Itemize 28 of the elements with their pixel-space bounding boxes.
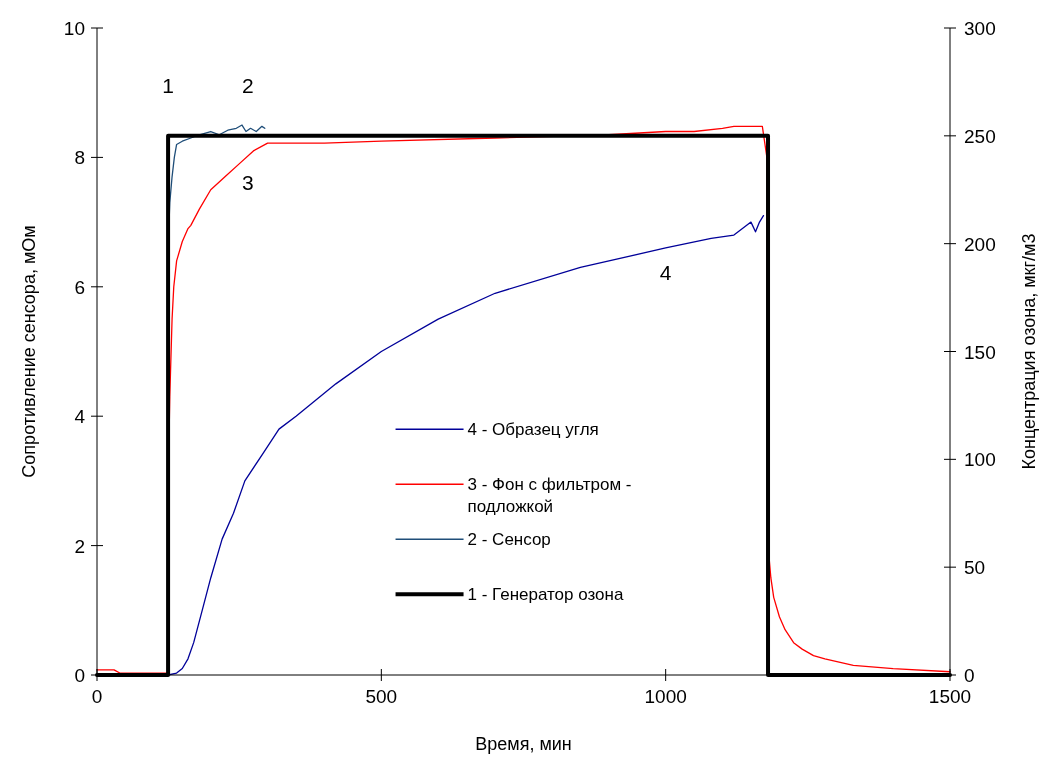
x-axis-title: Время, мин — [475, 734, 572, 754]
y2-tick-label: 100 — [964, 449, 996, 471]
y-tick-label: 0 — [74, 665, 85, 686]
x-tick-label: 500 — [365, 686, 398, 707]
y2-axis-title: Концентрация озона, мкг/м3 — [1019, 233, 1039, 470]
y2-tick-label: 50 — [964, 557, 986, 579]
y2-tick-label: 150 — [964, 341, 996, 363]
annotation: 4 — [659, 261, 672, 285]
annotation: 1 — [162, 73, 174, 97]
legend-label: 1 - Генератор озона — [467, 585, 624, 605]
annotation: 2 — [241, 73, 254, 97]
y-tick-label: 10 — [63, 18, 85, 39]
y-tick-label: 4 — [74, 406, 86, 428]
legend-label: 4 - Образец угля — [467, 420, 599, 440]
y2-tick-label: 250 — [964, 125, 996, 147]
y-tick-label: 6 — [74, 276, 85, 298]
annotation: 3 — [241, 170, 254, 194]
x-tick-label: 1000 — [644, 686, 687, 707]
x-tick-label: 0 — [91, 686, 103, 707]
y2-tick-label: 200 — [964, 233, 996, 255]
x-tick-label: 1500 — [928, 686, 972, 707]
y2-tick-label: 300 — [964, 18, 996, 39]
y-tick-label: 8 — [74, 147, 85, 169]
legend-label: 3 - Фон с фильтром - подложкой — [467, 475, 632, 517]
y2-tick-label: 0 — [964, 665, 975, 686]
y-tick-label: 2 — [74, 535, 85, 557]
legend-label: 2 - Сенсор — [467, 530, 551, 550]
y-axis-title: Сопротивление сенсора, мОм — [19, 225, 39, 478]
